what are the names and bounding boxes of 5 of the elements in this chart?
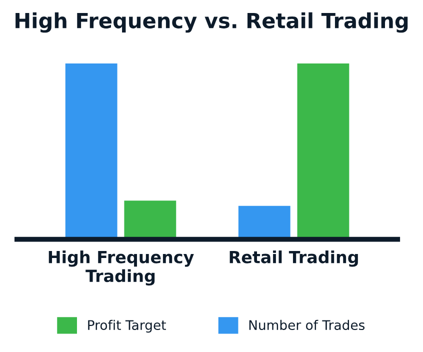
x-tick-label: Retail Trading bbox=[230, 250, 358, 267]
legend-label: Number of Trades bbox=[249, 320, 365, 330]
legend-label: Profit Target bbox=[88, 320, 166, 333]
chart-title: High Frequency vs. Retail Trading bbox=[16, 12, 408, 33]
x-tick-label: High Frequency Trading bbox=[48, 250, 194, 286]
